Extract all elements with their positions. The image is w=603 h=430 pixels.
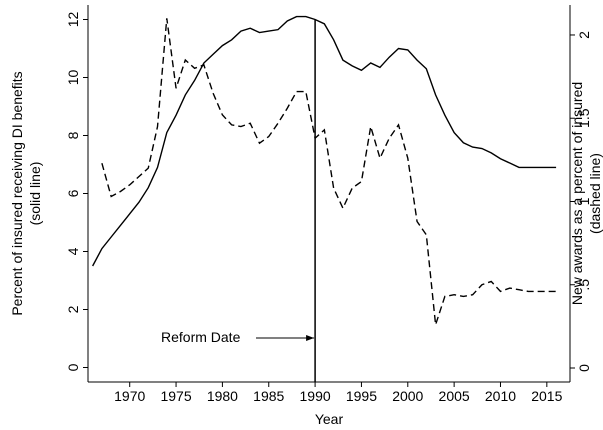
x-tick-label: 1985	[253, 388, 284, 404]
x-tick-label: 1970	[114, 388, 145, 404]
y-axis-title: Percent of insured receiving DI benefits	[9, 71, 25, 315]
x-tick-label: 2000	[392, 388, 423, 404]
x-tick-label: 1990	[300, 388, 331, 404]
x-tick-label: 1995	[346, 388, 377, 404]
series-line	[101, 18, 557, 325]
y2-tick-label: 1	[576, 197, 592, 205]
annotation-label: Reform Date	[161, 329, 241, 345]
y-tick-label: 8	[65, 131, 81, 139]
y-tick-label: 0	[65, 363, 81, 371]
y-tick-label: 12	[65, 12, 81, 28]
y2-tick-label: 0	[576, 364, 592, 372]
y2-axis-title: New awards as a percent of insured	[569, 82, 585, 305]
x-axis-title: Year	[315, 411, 344, 427]
y2-tick-label: 2	[576, 31, 592, 39]
y2-tick-label: 1.5	[576, 108, 592, 128]
x-tick-label: 2015	[531, 388, 562, 404]
x-tick-label: 2010	[485, 388, 516, 404]
y-tick-label: 2	[65, 305, 81, 313]
arrow-head	[306, 335, 315, 341]
y-axis-title: (solid line)	[27, 162, 43, 226]
y2-tick-label: .5	[576, 279, 592, 291]
x-tick-label: 2005	[439, 388, 470, 404]
y2-axis-title: (dashed line)	[587, 153, 603, 234]
series-line	[92, 15, 557, 267]
y-tick-label: 6	[65, 189, 81, 197]
y-tick-label: 10	[65, 70, 81, 86]
x-tick-label: 1980	[207, 388, 238, 404]
y-tick-label: 4	[65, 247, 81, 255]
x-tick-label: 1975	[160, 388, 191, 404]
